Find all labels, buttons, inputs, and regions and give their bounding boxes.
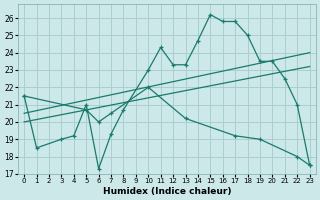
- X-axis label: Humidex (Indice chaleur): Humidex (Indice chaleur): [103, 187, 231, 196]
